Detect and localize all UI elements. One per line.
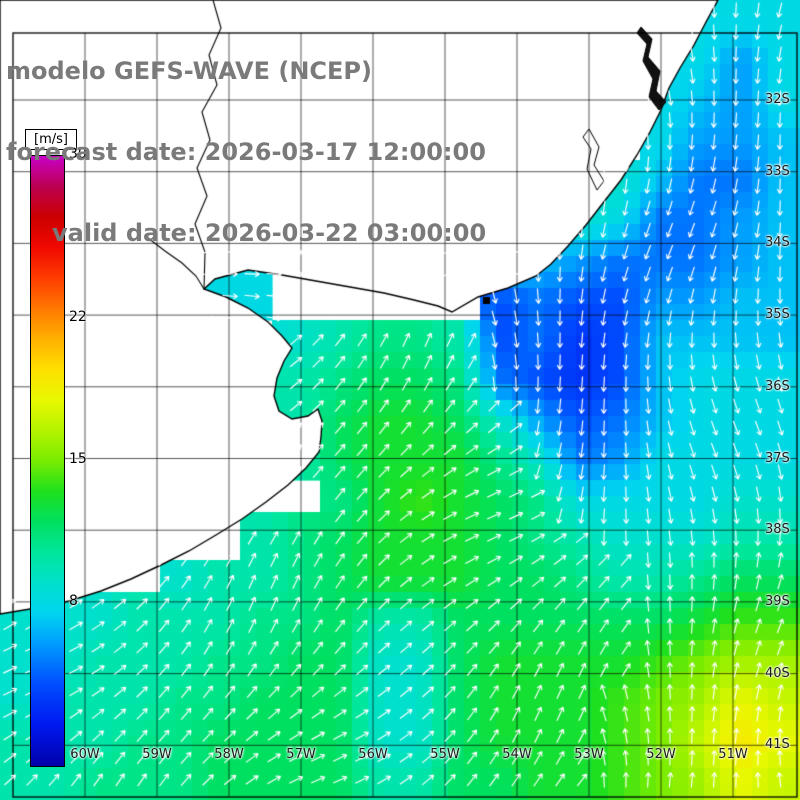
- lon-label: 59W: [142, 747, 172, 762]
- forecast-date-line: forecast date: 2026-03-17 12:00:00: [6, 138, 486, 166]
- lat-label: 34S: [765, 235, 790, 251]
- lon-label: 53W: [574, 747, 604, 762]
- valid-date-line: valid date: 2026-03-22 03:00:00: [52, 219, 487, 247]
- colorbar-unit-label: [m/s]: [25, 129, 77, 150]
- lon-label: 58W: [214, 747, 244, 762]
- lat-label: 41S: [765, 737, 790, 753]
- colorbar: [30, 155, 65, 767]
- lon-label: 54W: [502, 747, 532, 762]
- lat-label: 39S: [765, 593, 790, 609]
- lat-label: 35S: [765, 307, 790, 323]
- lon-label: 60W: [70, 747, 100, 762]
- title-block: modelo GEFS-WAVE (NCEP) forecast date: 2…: [6, 4, 486, 301]
- lon-label: 56W: [358, 747, 388, 762]
- colorbar-tick-label: 15: [69, 451, 87, 467]
- lat-label: 33S: [765, 163, 790, 179]
- colorbar-tick-label: 8: [69, 593, 78, 610]
- lon-label: 55W: [430, 747, 460, 762]
- lat-label: 36S: [765, 378, 790, 394]
- model-title: modelo GEFS-WAVE (NCEP): [6, 57, 372, 85]
- lat-label: 40S: [765, 665, 790, 681]
- colorbar-tick-label: 22: [69, 308, 87, 325]
- lon-label: 57W: [286, 747, 316, 762]
- colorbar-tick-label: 30: [69, 146, 87, 162]
- lon-label: 52W: [646, 747, 676, 762]
- lat-label: 32S: [765, 92, 790, 107]
- lon-label: 51W: [718, 747, 748, 762]
- lat-label: 38S: [765, 522, 790, 538]
- lat-label: 37S: [765, 450, 790, 466]
